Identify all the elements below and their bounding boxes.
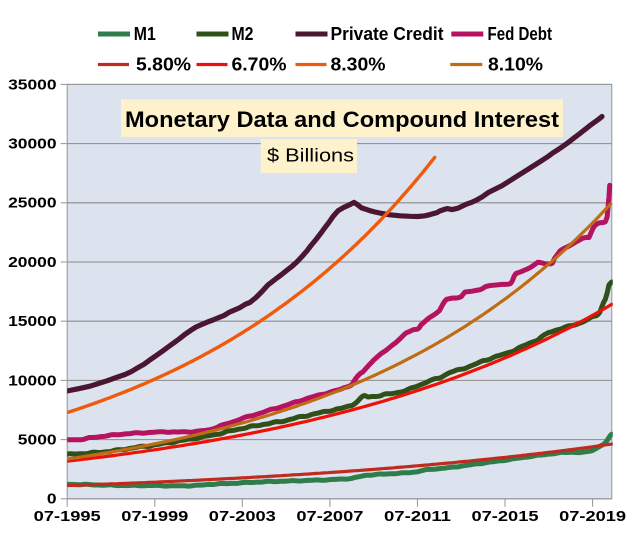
svg-text:0: 0	[47, 492, 57, 508]
svg-text:$ Billions: $ Billions	[267, 145, 354, 165]
svg-text:5000: 5000	[18, 433, 57, 449]
svg-text:M2: M2	[232, 24, 254, 44]
svg-text:20000: 20000	[8, 255, 57, 271]
svg-text:8.10%: 8.10%	[488, 54, 543, 74]
svg-text:25000: 25000	[8, 196, 57, 212]
svg-text:5.80%: 5.80%	[136, 54, 191, 74]
svg-text:M1: M1	[134, 24, 156, 44]
svg-text:07-2019: 07-2019	[559, 509, 626, 525]
svg-text:35000: 35000	[8, 77, 57, 93]
svg-text:10000: 10000	[8, 373, 57, 389]
svg-text:15000: 15000	[8, 314, 57, 330]
svg-text:07-2003: 07-2003	[209, 509, 276, 525]
svg-text:07-2011: 07-2011	[384, 509, 451, 525]
svg-text:8.30%: 8.30%	[331, 54, 386, 74]
svg-text:Monetary Data and Compound Int: Monetary Data and Compound Interest	[125, 107, 560, 132]
svg-text:6.70%: 6.70%	[232, 54, 287, 74]
svg-text:30000: 30000	[8, 137, 57, 153]
svg-text:07-1999: 07-1999	[121, 509, 188, 525]
svg-text:07-1995: 07-1995	[34, 509, 101, 525]
svg-text:07-2007: 07-2007	[296, 509, 363, 525]
svg-text:Fed Debt: Fed Debt	[488, 24, 553, 44]
svg-text:Private Credit: Private Credit	[331, 24, 444, 44]
svg-text:07-2015: 07-2015	[472, 509, 539, 525]
